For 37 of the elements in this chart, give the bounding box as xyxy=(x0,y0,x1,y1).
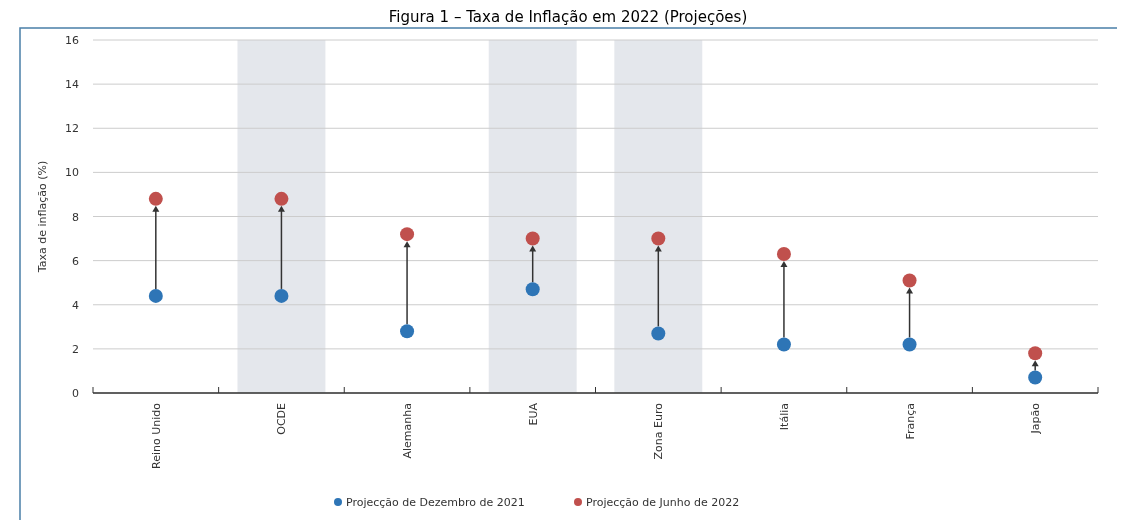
x-tick-label: Itália xyxy=(777,403,791,431)
y-tick-label: 14 xyxy=(65,78,79,92)
point xyxy=(525,231,540,246)
point xyxy=(902,337,917,352)
x-tick-label: EUA xyxy=(526,402,540,426)
legend-label: Projecção de Junho de 2022 xyxy=(586,496,740,509)
legend-label: Projecção de Dezembro de 2021 xyxy=(346,496,525,509)
point xyxy=(902,273,917,288)
y-tick-label: 16 xyxy=(65,34,79,47)
x-tick-label: OCDE xyxy=(275,402,289,435)
y-tick-label: 2 xyxy=(72,342,79,356)
chart-title: Figura 1 – Taxa de Inflação em 2022 (Projeções) xyxy=(388,8,748,26)
point xyxy=(148,191,163,206)
point xyxy=(776,247,791,262)
x-tick-label: Reino Unido xyxy=(149,402,163,469)
x-tick-label: Japão xyxy=(1029,402,1043,435)
point xyxy=(525,282,540,297)
y-tick-label: 8 xyxy=(72,210,79,224)
y-tick-label: 12 xyxy=(65,122,79,136)
y-tick-label: 10 xyxy=(65,166,79,180)
y-tick-label: 6 xyxy=(72,254,79,268)
y-tick-label: 0 xyxy=(72,387,79,400)
point xyxy=(400,324,415,339)
point xyxy=(274,191,289,206)
point xyxy=(651,326,666,341)
point xyxy=(148,288,163,303)
y-tick-label: 4 xyxy=(72,298,79,312)
x-tick-label: Zona Euro xyxy=(652,402,666,460)
point xyxy=(274,288,289,303)
x-tick-label: Alemanha xyxy=(401,403,415,459)
y-axis-title: Taxa de inflação (%) xyxy=(36,160,49,274)
point xyxy=(400,227,415,242)
point xyxy=(1028,346,1043,361)
point xyxy=(651,231,666,246)
point xyxy=(1028,370,1043,385)
point xyxy=(776,337,791,352)
x-tick-label: França xyxy=(903,403,917,440)
